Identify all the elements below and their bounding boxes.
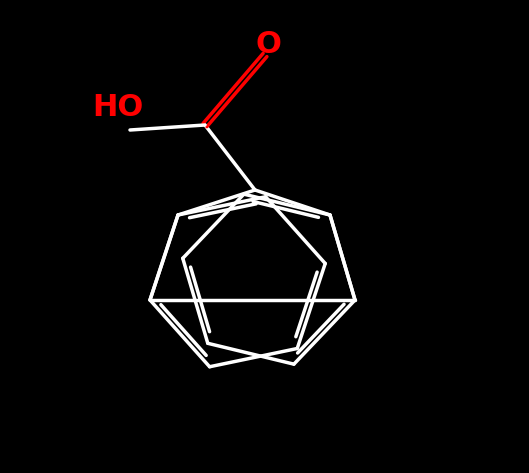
Text: O: O bbox=[255, 30, 281, 60]
Text: HO: HO bbox=[93, 94, 144, 123]
